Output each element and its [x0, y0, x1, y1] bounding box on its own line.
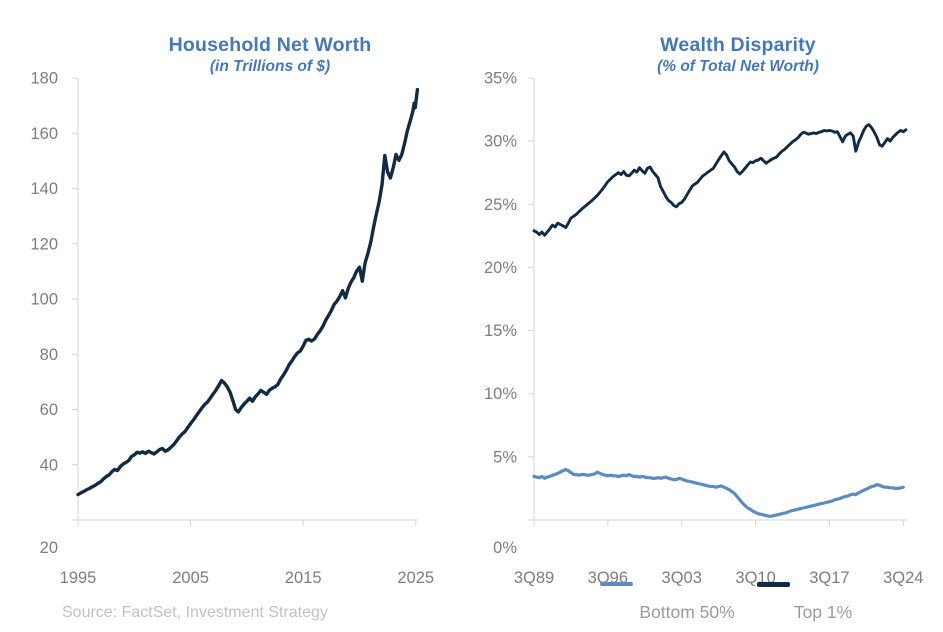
x-axis-label: 3Q17: [809, 569, 849, 587]
household-net-worth-subtitle: (in Trillions of $): [209, 58, 331, 75]
y-axis-label: 5%: [493, 448, 517, 466]
legend-swatch-top-1: [757, 582, 790, 587]
x-axis-label: 2015: [285, 569, 322, 587]
y-axis-label: 0%: [493, 539, 517, 557]
y-axis-label: 180: [30, 70, 58, 88]
x-axis-label: 3Q24: [883, 569, 923, 587]
wealth-disparity-title: Wealth Disparity: [660, 34, 816, 56]
x-axis-label: 1995: [60, 569, 97, 587]
y-axis-label: 100: [30, 291, 58, 309]
series-line-household-net-worth: [76, 87, 420, 497]
y-axis-label: 80: [40, 346, 58, 364]
y-axis-label: 30%: [484, 133, 517, 151]
source-note: Source: FactSet, Investment Strategy: [62, 604, 328, 621]
x-axis-label: 3Q89: [514, 569, 554, 587]
series-line-top-1-: [532, 123, 908, 237]
legend-label-top-1: Top 1%: [793, 602, 853, 622]
x-axis-label: 2005: [172, 569, 209, 587]
y-axis-label: 40: [40, 456, 58, 474]
y-axis-label: 60: [40, 401, 58, 419]
y-axis-label: 140: [30, 180, 58, 198]
legend-swatch-bottom-50: [600, 582, 633, 586]
series-line-bottom-50-: [532, 467, 905, 518]
x-axis-label: 2025: [397, 569, 434, 587]
y-axis-label: 120: [30, 235, 58, 253]
x-axis-label: 3Q03: [662, 569, 702, 587]
y-axis-label: 20%: [484, 259, 517, 277]
y-axis-label: 10%: [484, 385, 517, 403]
y-axis-label: 25%: [484, 196, 517, 214]
wealth-disparity-subtitle: (% of Total Net Worth): [657, 58, 819, 75]
y-axis-label: 160: [30, 125, 58, 143]
household-net-worth-title: Household Net Worth: [168, 34, 372, 56]
y-axis-label: 20: [40, 539, 58, 557]
y-axis-label: 35%: [484, 70, 517, 88]
y-axis-label: 15%: [484, 322, 517, 340]
legend-label-bottom-50: Bottom 50%: [639, 602, 735, 622]
